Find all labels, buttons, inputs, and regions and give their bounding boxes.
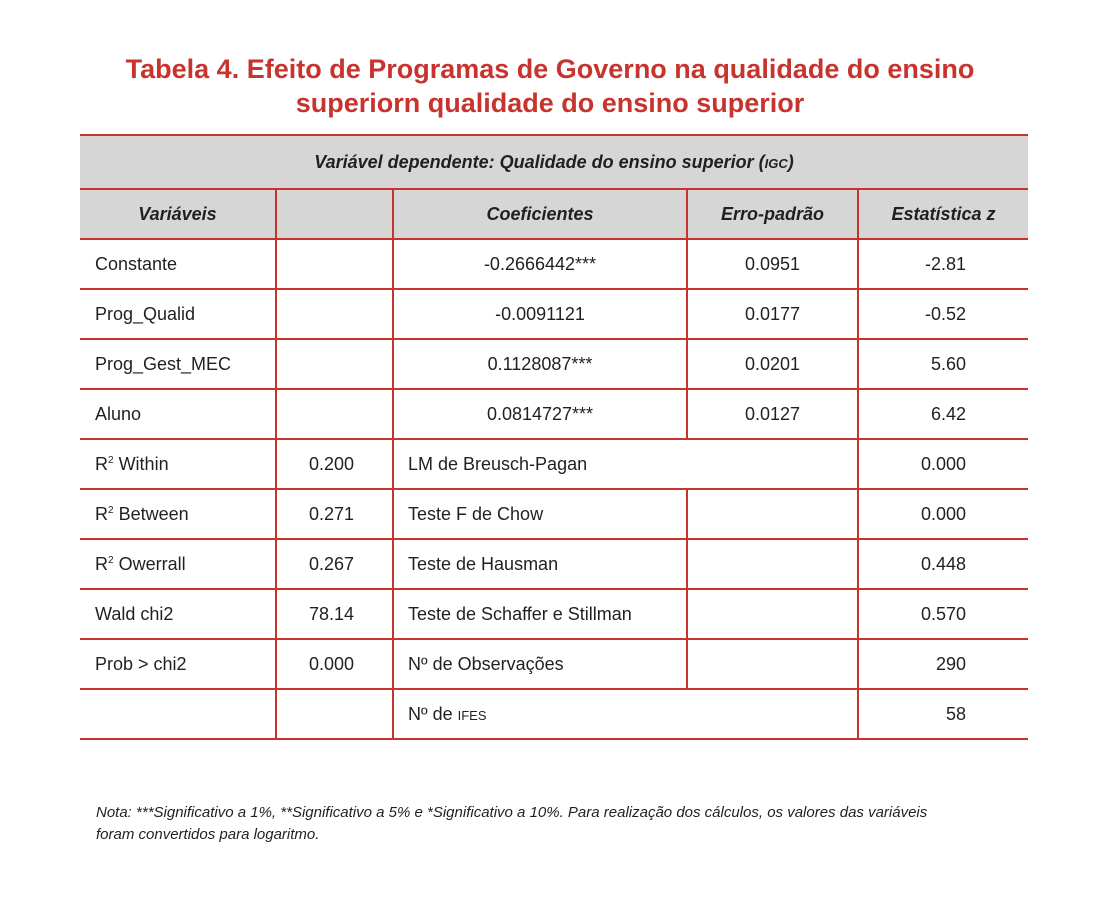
dependent-variable-caption: Variável dependente: Qualidade do ensino… [80,134,1029,190]
test-name: Nº de Observações [392,638,687,690]
statistic-value: 0.000 [275,638,393,690]
statistic-value: 0.267 [275,538,393,590]
header-blank [275,188,393,240]
table-row: R2 Between 0.271 Teste F de Chow 0.000 [80,488,1029,540]
statistic-value: 0.200 [275,438,393,490]
empty-cell [275,238,393,290]
header-variaveis: Variáveis [80,188,276,240]
standard-error-value: 0.0951 [686,238,858,290]
coefficient-value: -0.0091121 [392,288,687,340]
empty-cell [275,388,393,440]
table-row: R2 Owerrall 0.267 Teste de Hausman 0.448 [80,538,1029,590]
statistic-value: 0.271 [275,488,393,540]
coefficient-value: -0.2666442*** [392,238,687,290]
coefficient-value: 0.0814727*** [392,388,687,440]
z-statistic-value: -2.81 [856,238,1029,290]
test-name: Teste F de Chow [392,488,687,540]
statistic-value: 78.14 [275,588,393,640]
statistic-name: R2 Between [80,488,276,540]
test-value: 0.000 [856,488,1029,540]
empty-cell [275,338,393,390]
statistic-name: R2 Within [80,438,276,490]
standard-error-value: 0.0127 [686,388,858,440]
statistic-name: Wald chi2 [80,588,276,640]
z-statistic-value: 6.42 [856,388,1029,440]
table-title: Tabela 4. Efeito de Programas de Governo… [0,52,1100,120]
variable-name: Aluno [80,388,276,440]
coefficient-value: 0.1128087*** [392,338,687,390]
test-value: 290 [856,638,1029,690]
empty-cell [686,488,858,540]
empty-cell [686,588,858,640]
table-row: Prob > chi2 0.000 Nº de Observações 290 [80,638,1029,690]
note-line-2: foram convertidos para logaritmo. [96,826,320,843]
empty-cell [275,288,393,340]
test-name: Teste de Schaffer e Stillman [392,588,687,640]
empty-cell [80,688,276,740]
test-name: Nº de ifes [392,688,858,740]
header-estatistica-z: Estatística z [856,188,1029,240]
standard-error-value: 0.0177 [686,288,858,340]
table-row: Aluno 0.0814727*** 0.0127 6.42 [80,388,1029,440]
test-name: Teste de Hausman [392,538,687,590]
table-row: Nº de ifes 58 [80,688,1029,740]
test-value: 0.448 [856,538,1029,590]
test-value: 0.570 [856,588,1029,640]
header-erro-padrao: Erro-padrão [686,188,858,240]
title-line-1: Tabela 4. Efeito de Programas de Governo… [125,54,975,84]
header-row: Variáveis Coeficientes Erro-padrão Estat… [80,188,1029,240]
test-value: 0.000 [856,438,1029,490]
test-name: LM de Breusch-Pagan [392,438,858,490]
statistic-name: Prob > chi2 [80,638,276,690]
variable-name: Prog_Gest_MEC [80,338,276,390]
standard-error-value: 0.0201 [686,338,858,390]
table-row: Constante -0.2666442*** 0.0951 -2.81 [80,238,1029,290]
empty-cell [686,538,858,590]
z-statistic-value: -0.52 [856,288,1029,340]
table-row: R2 Within 0.200 LM de Breusch-Pagan 0.00… [80,438,1029,490]
results-table-container: Variável dependente: Qualidade do ensino… [80,134,1029,740]
test-value: 58 [856,688,1029,740]
note-line-1: Nota: ***Significativo a 1%, **Significa… [96,804,928,821]
caption-row: Variável dependente: Qualidade do ensino… [80,134,1029,190]
variable-name: Prog_Qualid [80,288,276,340]
results-table: Variável dependente: Qualidade do ensino… [80,134,1029,740]
table-row: Wald chi2 78.14 Teste de Schaffer e Stil… [80,588,1029,640]
table-row: Prog_Qualid -0.0091121 0.0177 -0.52 [80,288,1029,340]
title-line-2: superiorn qualidade do ensino superior [295,88,805,118]
table-note: Nota: ***Significativo a 1%, **Significa… [96,802,1016,846]
table-row: Prog_Gest_MEC 0.1128087*** 0.0201 5.60 [80,338,1029,390]
z-statistic-value: 5.60 [856,338,1029,390]
statistic-name: R2 Owerrall [80,538,276,590]
header-coeficientes: Coeficientes [392,188,687,240]
empty-cell [275,688,393,740]
empty-cell [686,638,858,690]
variable-name: Constante [80,238,276,290]
